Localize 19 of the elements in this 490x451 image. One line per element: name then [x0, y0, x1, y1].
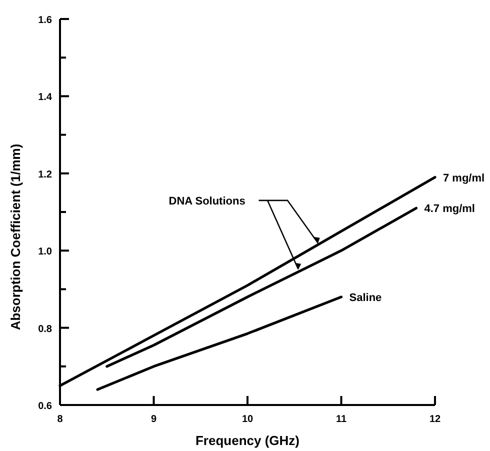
x-tick-label: 9	[150, 414, 157, 425]
x-axis-title: Frequency (GHz)	[195, 433, 300, 448]
x-tick-label: 11	[336, 414, 347, 425]
x-tick-label: 12	[429, 414, 441, 425]
y-tick-label: 0.6	[38, 401, 52, 412]
y-tick-label: 1.4	[38, 92, 52, 104]
y-tick-label: 0.8	[38, 324, 52, 335]
line-series	[96, 296, 343, 391]
line-series	[106, 206, 418, 368]
annotation: DNA Solutions	[168, 195, 246, 208]
y-tick-label: 1.6	[38, 15, 52, 26]
x-tick-label: 10	[242, 414, 254, 425]
y-tick-label: 1.2	[38, 169, 52, 180]
y-tick-label: 1.0	[38, 246, 52, 258]
series-label: 7 mg/ml	[443, 172, 485, 184]
y-axis-title: Absorption Coefficient (1/mm)	[8, 144, 23, 330]
x-tick-label: 8	[57, 414, 64, 425]
series-label: Saline	[349, 292, 382, 304]
series-label: 4.7 mg/ml	[424, 203, 475, 216]
